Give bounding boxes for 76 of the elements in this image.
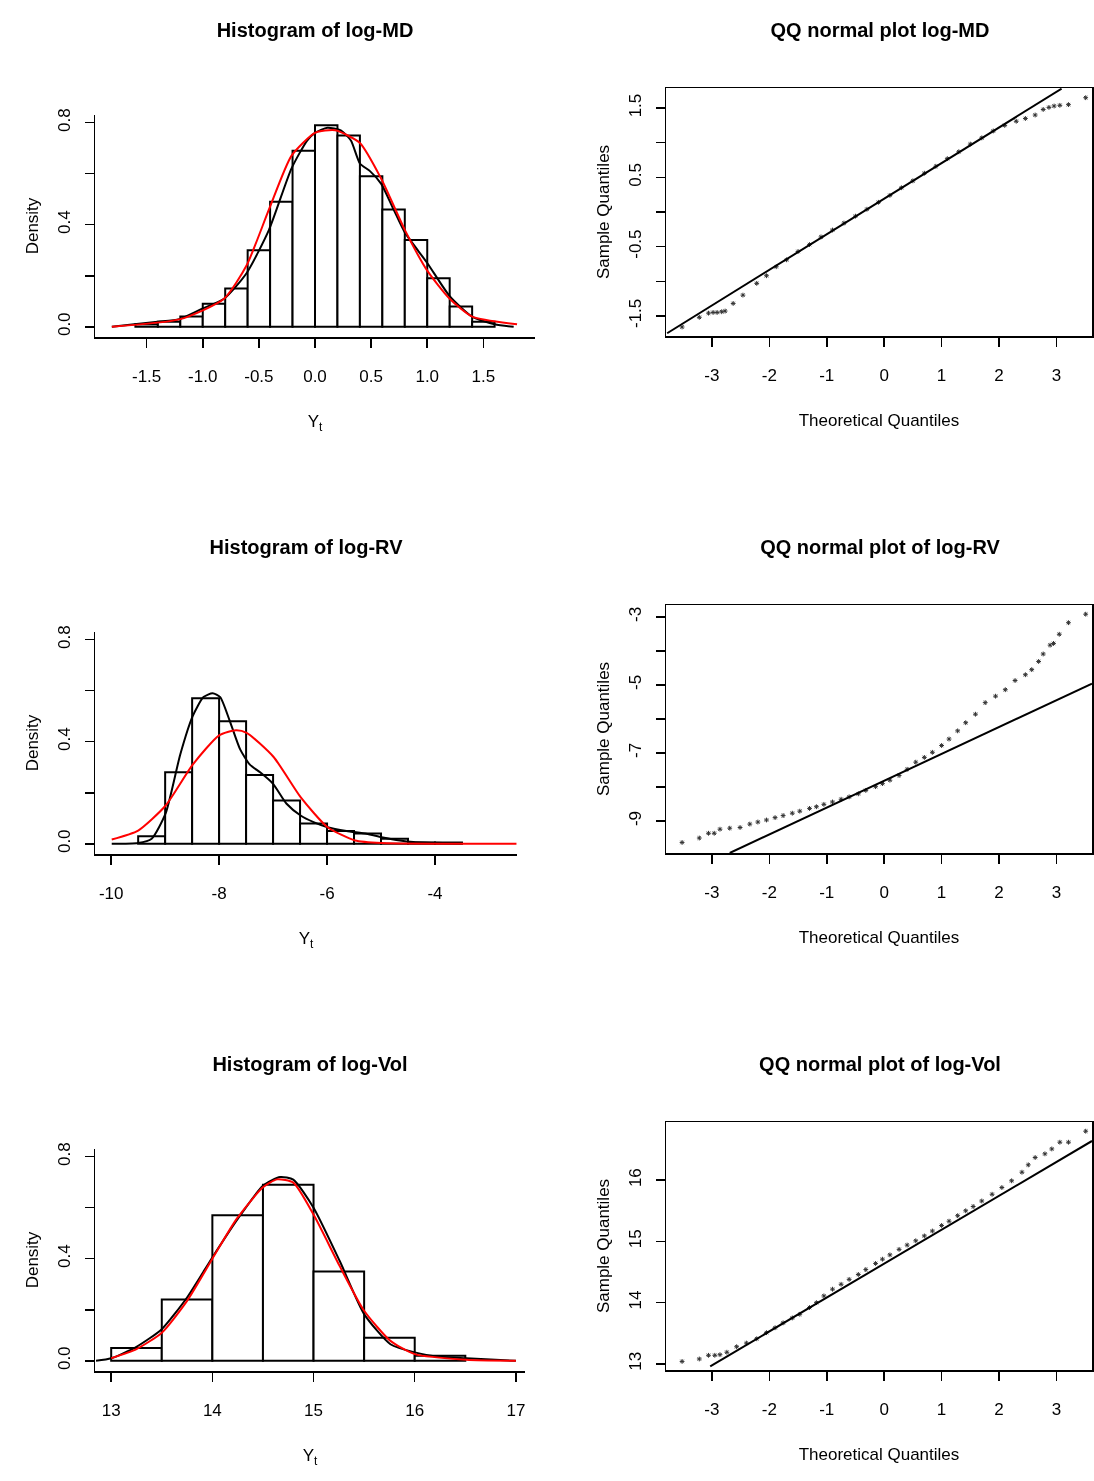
chart-title: Histogram of log-MD [216,19,414,41]
x-tick-label: 13 [101,1400,121,1420]
y-tick-label: 15 [625,1229,645,1249]
x-tick-label: -8 [211,883,227,903]
y-tick-label: -5 [625,674,645,690]
x-tick-label: -1 [819,1399,835,1419]
y-tick-label: 0.8 [54,108,74,132]
x-axis-title: Theoretical Quantiles [798,928,960,948]
x-axis-title: Theoretical Quantiles [798,1445,960,1465]
x-tick-label: 1 [936,1399,947,1419]
x-tick-label: 2 [994,365,1004,385]
x-tick-label: 3 [1051,882,1062,902]
y-tick-label: -9 [625,810,645,827]
x-tick-label: -3 [704,1399,720,1419]
chart-title: QQ normal plot of log-Vol [759,1053,1001,1075]
y-axis-title: Sample Quantiles [593,144,613,280]
x-tick-label: -1.0 [188,366,218,386]
y-axis-title: Density [22,714,42,772]
x-tick-label: -2 [761,365,777,385]
x-tick-label: -2 [761,1399,777,1419]
y-tick-label: 0.8 [54,1142,74,1166]
x-tick-label: -3 [704,365,720,385]
y-tick-label: 0.4 [54,727,74,751]
x-tick-label: -4 [427,883,443,903]
x-axis-title: Y$_{t}$ [307,412,324,434]
y-tick-label: 0.8 [54,625,74,649]
x-tick-label: 0 [879,365,889,385]
y-tick-label: -3 [625,606,645,622]
y-tick-label: 0.5 [625,162,645,187]
x-axis-title: Y$_{t}$ [302,1446,319,1468]
x-tick-label: -1 [819,882,835,902]
y-tick-label: 1.5 [625,93,645,118]
x-tick-label: 0.5 [359,366,383,386]
x-tick-label: -10 [98,883,124,903]
x-tick-label: 15 [304,1400,323,1420]
x-tick-label: 1.5 [471,366,496,386]
y-tick-label: 0.4 [54,1244,74,1268]
y-tick-label: 0.0 [54,829,74,854]
y-tick-label: -0.5 [625,229,645,259]
y-axis-title: Sample Quantiles [593,1178,613,1314]
x-tick-label: 1.0 [415,366,440,386]
x-tick-label: 14 [202,1400,222,1420]
y-tick-label: -1.5 [625,298,645,329]
x-tick-label: 0.0 [303,366,327,386]
x-tick-label: 2 [994,1399,1004,1419]
x-tick-label: -1 [819,365,835,385]
x-tick-label: 16 [405,1400,425,1420]
x-tick-label: -2 [761,882,777,902]
x-tick-label: 3 [1051,1399,1062,1419]
chart-title: Histogram of log-RV [209,536,404,558]
x-tick-label: 1 [936,882,947,902]
y-axis-title: Density [22,1231,42,1289]
x-tick-label: -3 [704,882,720,902]
y-tick-label: -7 [625,742,645,758]
x-tick-label: 3 [1051,365,1062,385]
chart-title: Histogram of log-Vol [212,1053,408,1075]
x-tick-label: -1.5 [131,366,162,386]
chart-title: QQ normal plot log-MD [770,19,990,41]
y-tick-label: 0.4 [54,210,74,234]
x-tick-label: 2 [994,882,1004,902]
y-tick-label: 0.0 [54,312,74,337]
x-tick-label: 1 [936,365,947,385]
x-axis-title: Y$_{t}$ [298,929,315,951]
y-axis-title: Sample Quantiles [593,661,613,797]
x-tick-label: -6 [319,883,335,903]
y-tick-label: 14 [625,1290,645,1310]
x-tick-label: 0 [879,882,889,902]
y-tick-label: 0.0 [54,1346,74,1371]
y-tick-label: 16 [625,1168,645,1188]
y-axis-title: Density [22,197,42,255]
x-axis-title: Theoretical Quantiles [798,411,960,431]
y-tick-label: 13 [625,1351,645,1371]
x-tick-label: 17 [506,1400,526,1420]
x-tick-label: 0 [879,1399,889,1419]
chart-title: QQ normal plot of log-RV [760,536,1001,558]
x-tick-label: -0.5 [244,366,274,386]
